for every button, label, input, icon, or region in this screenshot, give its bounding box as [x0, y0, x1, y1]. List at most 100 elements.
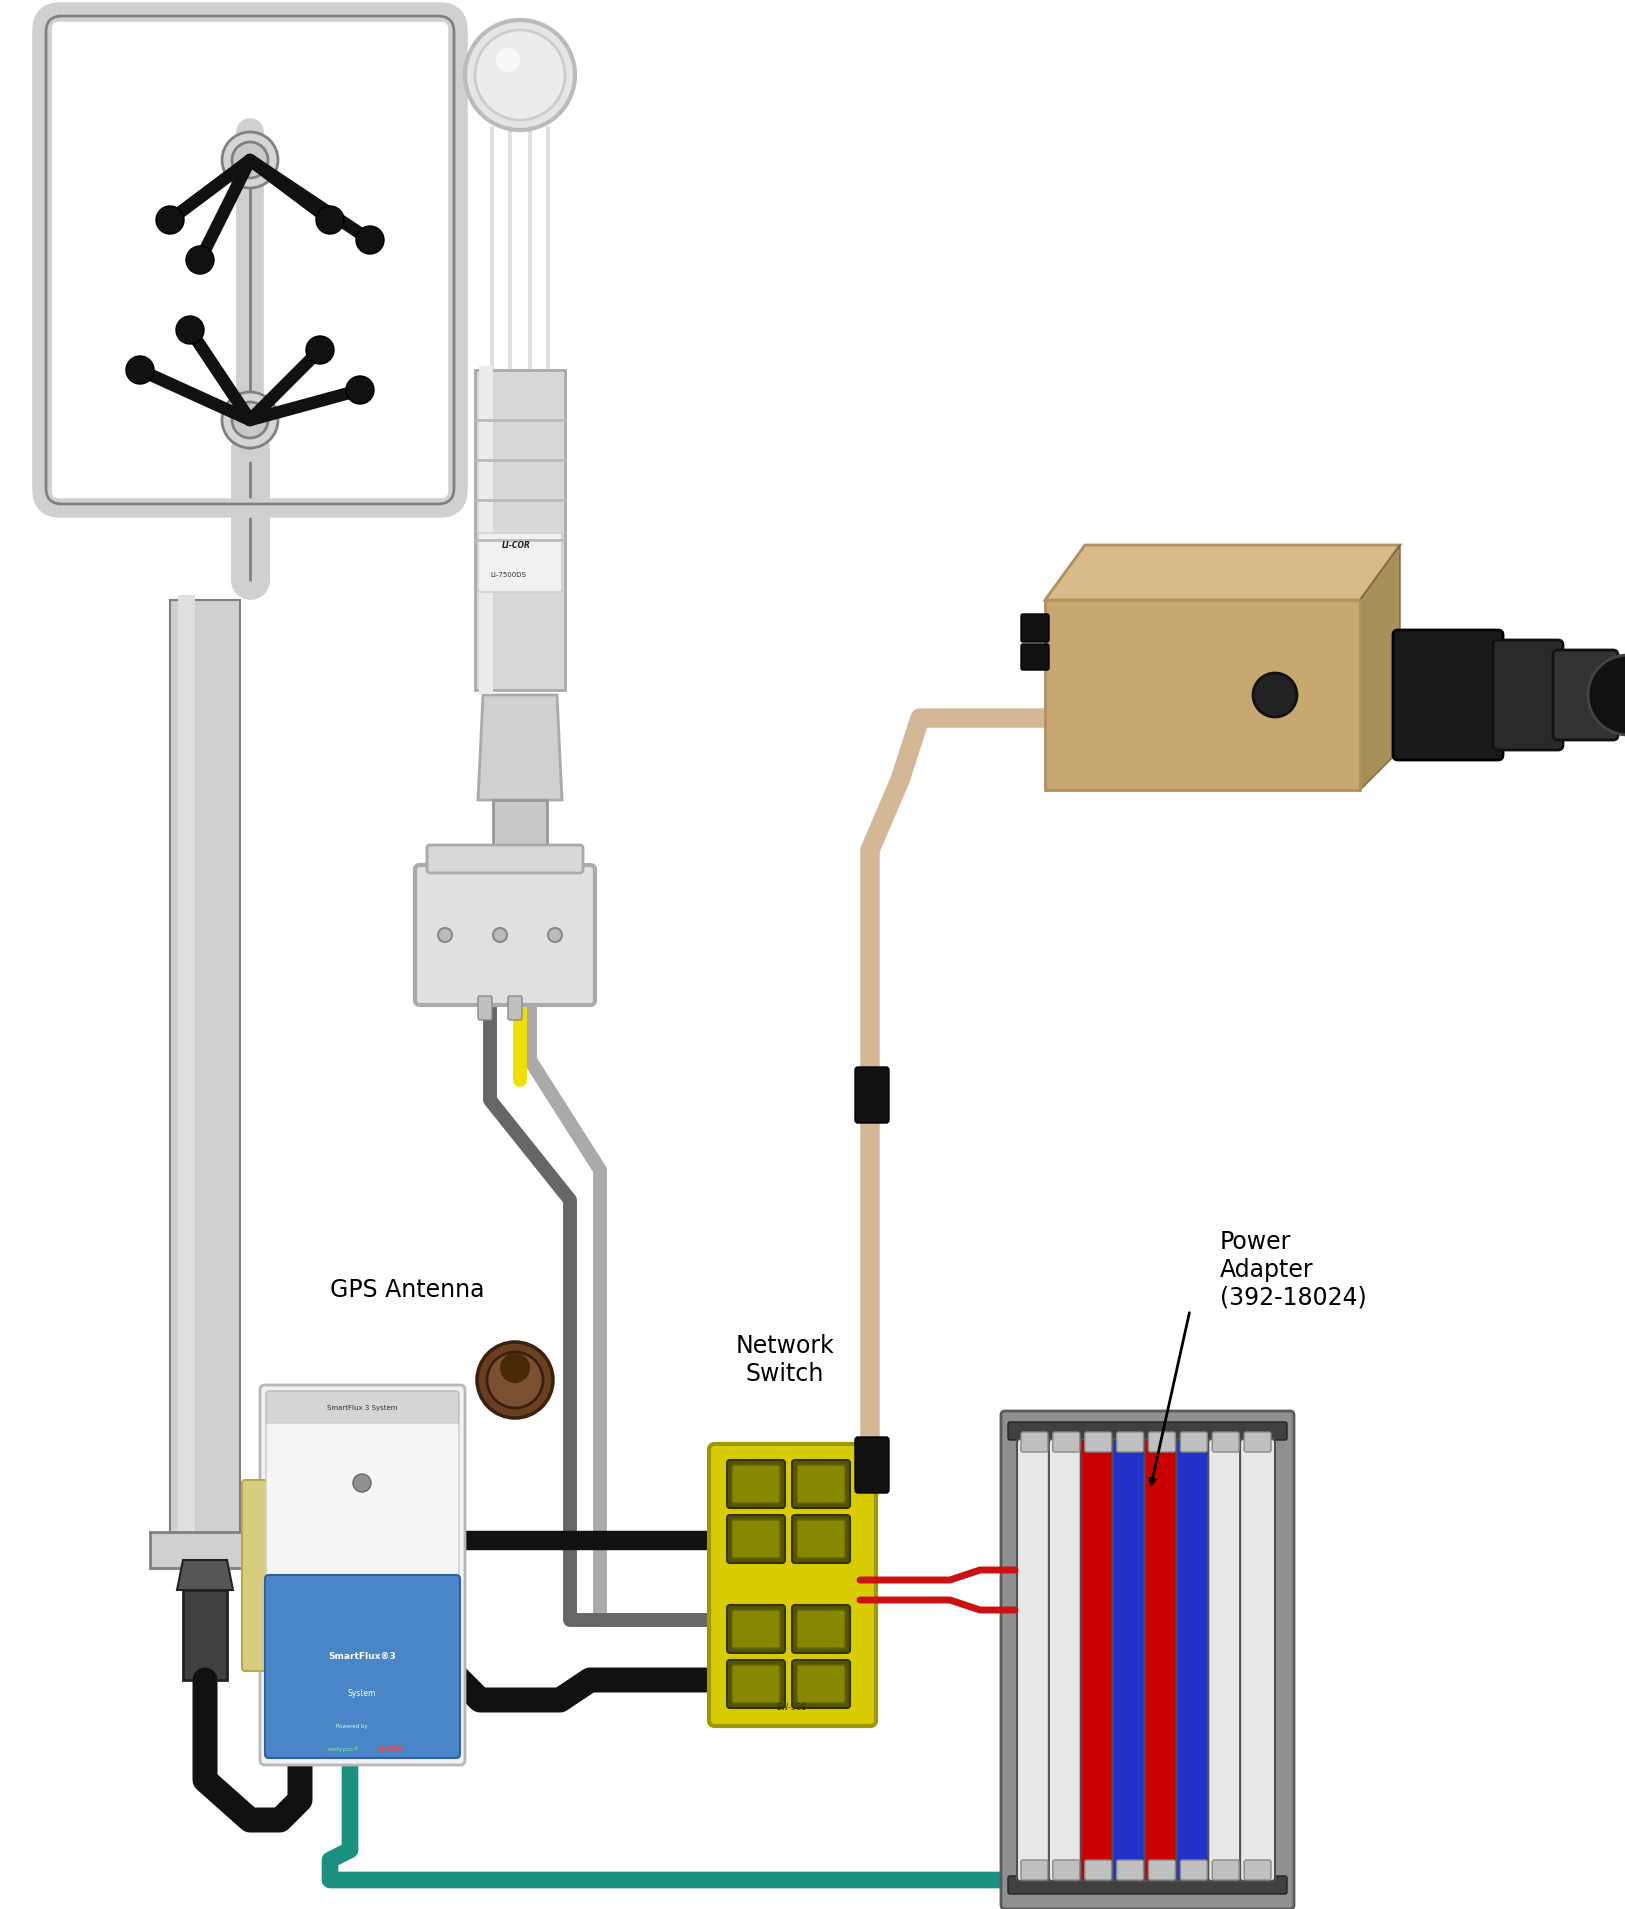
- Circle shape: [306, 336, 335, 365]
- FancyBboxPatch shape: [726, 1516, 785, 1563]
- FancyBboxPatch shape: [1020, 643, 1050, 670]
- Text: LI-COR: LI-COR: [377, 1747, 403, 1752]
- Circle shape: [500, 1353, 530, 1382]
- FancyBboxPatch shape: [260, 1386, 465, 1766]
- Polygon shape: [1360, 544, 1401, 790]
- FancyBboxPatch shape: [731, 1520, 780, 1558]
- FancyBboxPatch shape: [1116, 1432, 1144, 1453]
- Circle shape: [465, 19, 575, 130]
- Circle shape: [127, 355, 154, 384]
- FancyBboxPatch shape: [242, 1479, 270, 1670]
- FancyBboxPatch shape: [427, 846, 583, 872]
- FancyBboxPatch shape: [731, 1464, 780, 1502]
- Circle shape: [1253, 674, 1297, 718]
- FancyBboxPatch shape: [1048, 1439, 1084, 1880]
- Polygon shape: [184, 1590, 228, 1680]
- FancyBboxPatch shape: [1554, 649, 1618, 741]
- FancyBboxPatch shape: [855, 1437, 889, 1493]
- Circle shape: [185, 246, 214, 275]
- Text: LI-COR: LI-COR: [502, 540, 531, 550]
- FancyBboxPatch shape: [731, 1609, 780, 1647]
- Polygon shape: [1045, 544, 1401, 599]
- Polygon shape: [177, 1560, 232, 1590]
- Polygon shape: [1045, 599, 1360, 790]
- FancyBboxPatch shape: [796, 1609, 845, 1647]
- FancyBboxPatch shape: [791, 1516, 850, 1563]
- FancyBboxPatch shape: [731, 1665, 780, 1703]
- FancyBboxPatch shape: [1020, 1859, 1048, 1880]
- Polygon shape: [479, 367, 492, 695]
- FancyBboxPatch shape: [478, 996, 492, 1019]
- FancyBboxPatch shape: [414, 865, 595, 1004]
- FancyBboxPatch shape: [1393, 630, 1503, 760]
- FancyBboxPatch shape: [1086, 1432, 1112, 1453]
- Circle shape: [492, 928, 507, 941]
- Polygon shape: [179, 596, 195, 1565]
- Circle shape: [315, 206, 344, 235]
- Circle shape: [488, 1352, 543, 1409]
- FancyBboxPatch shape: [1017, 1439, 1051, 1880]
- FancyBboxPatch shape: [266, 1392, 458, 1424]
- FancyBboxPatch shape: [1176, 1439, 1211, 1880]
- FancyBboxPatch shape: [855, 1067, 889, 1122]
- FancyBboxPatch shape: [1053, 1432, 1079, 1453]
- FancyBboxPatch shape: [791, 1605, 850, 1653]
- FancyBboxPatch shape: [1212, 1432, 1240, 1453]
- Circle shape: [232, 403, 268, 437]
- FancyBboxPatch shape: [1180, 1432, 1207, 1453]
- FancyBboxPatch shape: [1081, 1439, 1116, 1880]
- FancyBboxPatch shape: [1008, 1877, 1287, 1894]
- FancyBboxPatch shape: [1149, 1859, 1175, 1880]
- Circle shape: [353, 1474, 370, 1493]
- Polygon shape: [150, 1533, 260, 1567]
- FancyBboxPatch shape: [1212, 1859, 1240, 1880]
- Text: SW-5G8: SW-5G8: [777, 1703, 808, 1712]
- Circle shape: [232, 141, 268, 178]
- Polygon shape: [474, 370, 565, 689]
- FancyBboxPatch shape: [796, 1520, 845, 1558]
- FancyBboxPatch shape: [1113, 1439, 1147, 1880]
- FancyBboxPatch shape: [791, 1661, 850, 1709]
- Polygon shape: [171, 599, 240, 1560]
- FancyBboxPatch shape: [796, 1464, 845, 1502]
- FancyBboxPatch shape: [1245, 1432, 1271, 1453]
- FancyBboxPatch shape: [708, 1443, 876, 1726]
- FancyBboxPatch shape: [1086, 1859, 1112, 1880]
- Polygon shape: [478, 695, 562, 800]
- Text: GPS Antenna: GPS Antenna: [330, 1277, 484, 1302]
- Circle shape: [439, 928, 452, 941]
- Circle shape: [156, 206, 184, 235]
- FancyBboxPatch shape: [726, 1605, 785, 1653]
- Circle shape: [356, 225, 384, 254]
- Text: SmartFlux 3 System: SmartFlux 3 System: [327, 1405, 396, 1411]
- Circle shape: [223, 391, 278, 449]
- FancyBboxPatch shape: [1116, 1859, 1144, 1880]
- Circle shape: [223, 132, 278, 187]
- FancyBboxPatch shape: [1209, 1439, 1243, 1880]
- Text: SmartFlux®3: SmartFlux®3: [328, 1651, 396, 1661]
- FancyBboxPatch shape: [1053, 1859, 1079, 1880]
- Text: Powered by: Powered by: [336, 1724, 367, 1730]
- Polygon shape: [492, 800, 548, 871]
- FancyBboxPatch shape: [1008, 1422, 1287, 1439]
- FancyBboxPatch shape: [726, 1460, 785, 1508]
- Text: Power
Adapter
(392-18024): Power Adapter (392-18024): [1220, 1229, 1367, 1310]
- Circle shape: [548, 928, 562, 941]
- FancyBboxPatch shape: [1493, 640, 1563, 750]
- Text: Network
Switch: Network Switch: [736, 1334, 834, 1386]
- FancyBboxPatch shape: [1240, 1439, 1276, 1880]
- Circle shape: [478, 1342, 553, 1418]
- FancyBboxPatch shape: [796, 1665, 845, 1703]
- FancyBboxPatch shape: [791, 1460, 850, 1508]
- FancyBboxPatch shape: [1020, 615, 1050, 641]
- FancyBboxPatch shape: [1180, 1859, 1207, 1880]
- Circle shape: [176, 317, 205, 344]
- FancyBboxPatch shape: [726, 1661, 785, 1709]
- FancyBboxPatch shape: [266, 1422, 458, 1579]
- Circle shape: [474, 31, 565, 120]
- Text: System: System: [348, 1689, 377, 1697]
- Circle shape: [1588, 655, 1625, 735]
- FancyBboxPatch shape: [1144, 1439, 1180, 1880]
- Circle shape: [346, 376, 374, 405]
- Text: eddypro®: eddypro®: [328, 1747, 361, 1752]
